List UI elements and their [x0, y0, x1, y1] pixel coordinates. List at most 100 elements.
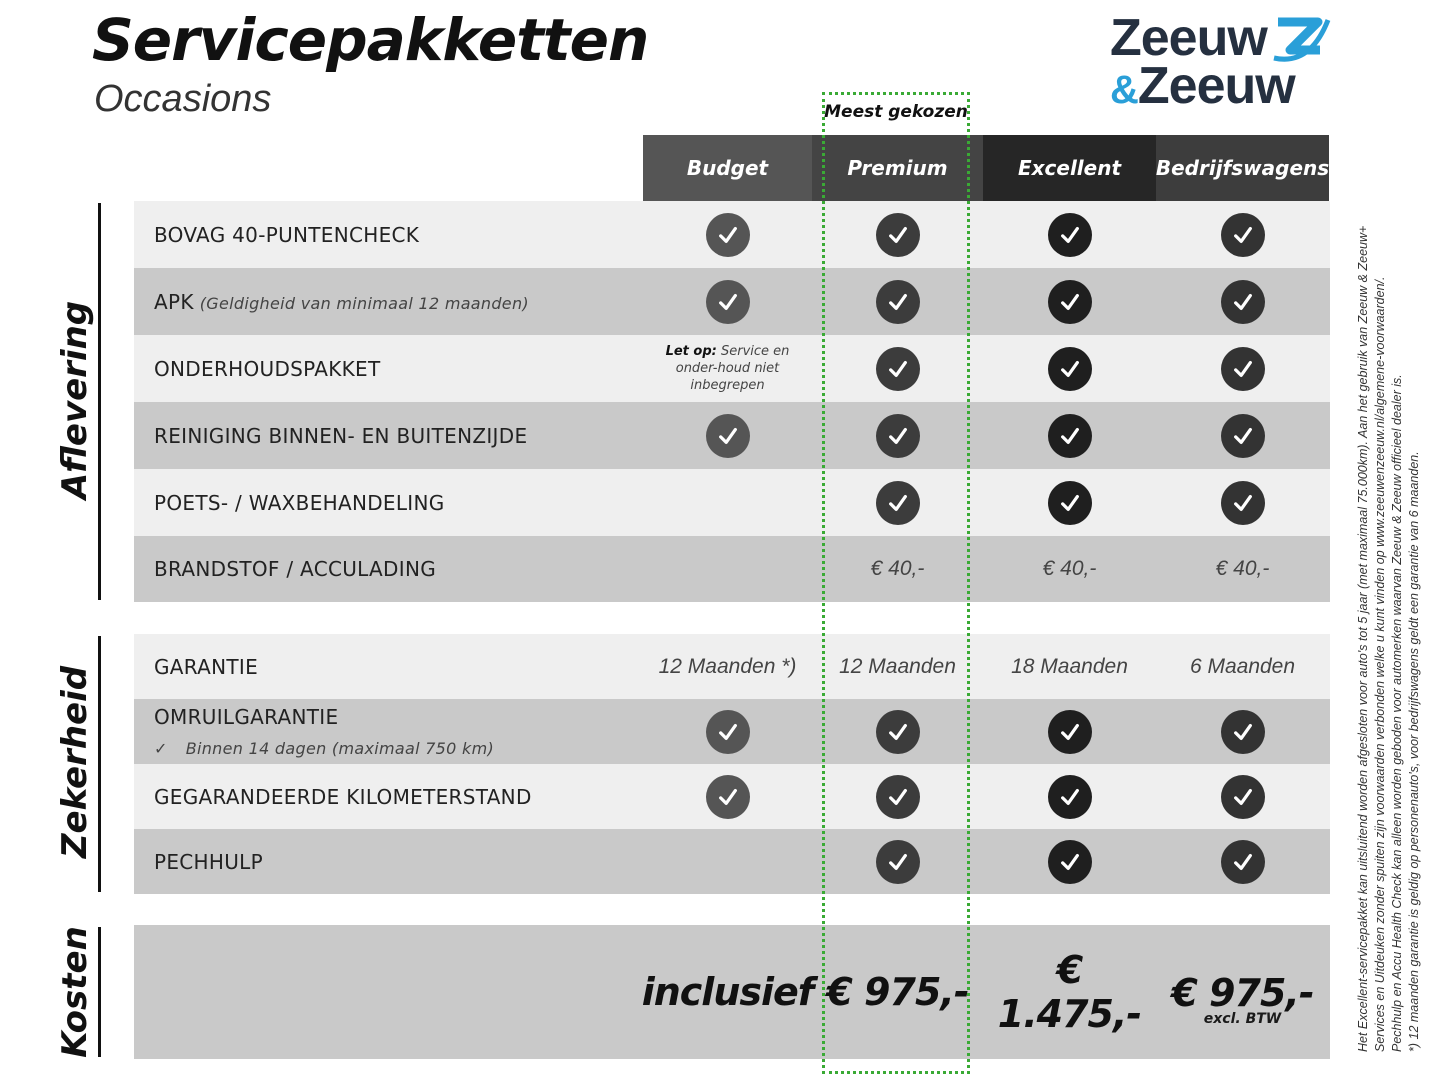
budget-note: Let op: Service en onder-houd niet inbeg… [653, 343, 803, 394]
table-cell [812, 699, 983, 764]
price-note: excl. BTW [1203, 1011, 1282, 1027]
check-circle-icon [705, 774, 750, 819]
table-cell [812, 764, 983, 829]
section-title: Kosten [55, 926, 95, 1058]
row-label-text: BRANDSTOF / ACCULADING [154, 557, 437, 581]
footnote: *) 12 maanden garantie is geldig op pers… [1407, 451, 1421, 1052]
price-value: € 975,- [826, 970, 969, 1014]
check-circle-icon [875, 839, 920, 884]
check-circle-icon [1047, 480, 1092, 525]
table-cell [1156, 402, 1329, 469]
table-cell [983, 335, 1156, 402]
section-divider [98, 203, 101, 600]
table-cell [643, 201, 812, 268]
row-label-note: (Geldigheid van minimaal 12 maanden) [199, 293, 529, 313]
table-cell [812, 201, 983, 268]
page-title: Servicepakketten [92, 6, 649, 74]
cell-value: € 40,- [870, 557, 925, 580]
table-row: GARANTIE 12 Maanden *) 12 Maanden 18 Maande… [134, 634, 1330, 699]
price-cell: inclusief [642, 925, 815, 1059]
price-cell: € 975,- [812, 925, 983, 1059]
table-row: BOVAG 40-PUNTENCHECK [134, 201, 1330, 268]
cell-value: 6 Maanden [1189, 654, 1296, 678]
table-cell: € 40,- [812, 536, 983, 602]
most-chosen-highlight [822, 92, 970, 1074]
footnote: Het Excellent-servicepakket kan uitsluit… [1356, 225, 1370, 1052]
footnote: Pechhulp en Accu Health Check kan alleen… [1390, 374, 1404, 1052]
table-cell [1156, 268, 1329, 335]
table-row: REINIGING BINNEN- EN BUITENZIJDE [134, 402, 1330, 469]
row-label-text: OMRUILGARANTIE [154, 705, 339, 729]
row-sub-note: ✓ Binnen 14 dagen (maximaal 750 km) [154, 739, 494, 758]
column-header-excellent: Excellent [983, 135, 1156, 201]
row-label: BOVAG 40-PUNTENCHECK [154, 223, 419, 247]
section-title: Aflevering [55, 300, 95, 500]
cost-row: inclusief € 975,- € 1.475,- € 975,- excl. BT… [134, 925, 1330, 1059]
table-cell [812, 335, 983, 402]
check-circle-icon [1220, 212, 1265, 257]
check-circle-icon [705, 279, 750, 324]
table-cell [1156, 764, 1329, 829]
table-cell [812, 402, 983, 469]
row-label: POETS- / WAXBEHANDELING [154, 491, 445, 515]
table-cell [983, 201, 1156, 268]
check-circle-icon [1047, 346, 1092, 391]
table-cell [1156, 335, 1329, 402]
row-label: GEGARANDEERDE KILOMETERSTAND [154, 785, 532, 809]
check-circle-icon [1047, 413, 1092, 458]
column-header-premium: Premium [812, 135, 983, 201]
check-circle-icon [1047, 709, 1092, 754]
cell-value: € 40,- [1042, 557, 1097, 580]
table-cell [983, 402, 1156, 469]
table-cell [1156, 829, 1329, 894]
row-label-text: APK [154, 289, 194, 314]
table-cell [1156, 469, 1329, 536]
table-row: GEGARANDEERDE KILOMETERSTAND [134, 764, 1330, 829]
table-row: ONDERHOUDSPAKKET Let op: Service en onder… [134, 335, 1330, 402]
check-circle-icon [1047, 839, 1092, 884]
footnotes: Het Excellent-servicepakket kan uitsluit… [1355, 142, 1423, 1052]
table-cell [983, 469, 1156, 536]
row-label: BRANDSTOF / ACCULADING [154, 557, 436, 581]
row-label-text: GEGARANDEERDE KILOMETERSTAND [154, 784, 532, 809]
logo-line-2: &Zeeuw [1110, 57, 1296, 115]
check-circle-icon [875, 279, 920, 324]
price-cell: € 1.475,- [983, 925, 1156, 1059]
check-circle-icon [875, 709, 920, 754]
most-chosen-label: Meest gekozen [824, 102, 968, 122]
table-cell [983, 699, 1156, 764]
check-circle-icon [1220, 839, 1265, 884]
check-circle-icon [1220, 480, 1265, 525]
table-cell: Let op: Service en onder-houd niet inbeg… [643, 335, 812, 402]
check-circle-icon [875, 774, 920, 819]
table-cell [643, 536, 812, 602]
check-circle-icon [1220, 709, 1265, 754]
logo-z-swoosh-icon [1273, 17, 1331, 62]
row-label: PECHHULP [154, 850, 263, 874]
row-label-text: POETS- / WAXBEHANDELING [154, 490, 445, 515]
table-cell [643, 469, 812, 536]
check-circle-icon [705, 212, 750, 257]
section-divider [98, 636, 101, 892]
table-cell: 12 Maanden [812, 634, 983, 699]
row-label: GARANTIE [154, 655, 258, 679]
row-label: ONDERHOUDSPAKKET [154, 357, 381, 381]
table-cell [643, 764, 812, 829]
table-cell [643, 829, 812, 894]
check-circle-icon [1047, 212, 1092, 257]
check-circle-icon [1220, 413, 1265, 458]
row-label-text: ONDERHOUDSPAKKET [154, 356, 381, 381]
table-cell [643, 402, 812, 469]
row-label-text: GARANTIE [154, 654, 259, 679]
table-cell [983, 829, 1156, 894]
section-title: Zekerheid [55, 665, 95, 859]
table-cell [812, 829, 983, 894]
table-cell [1156, 201, 1329, 268]
table-cell [812, 268, 983, 335]
check-circle-icon [1220, 279, 1265, 324]
zeeuw-logo: Zeeuw &Zeeuw [1110, 10, 1335, 115]
price-value: € 975,- [1171, 971, 1314, 1015]
table-cell: 6 Maanden [1156, 634, 1329, 699]
table-cell [983, 764, 1156, 829]
table-cell [643, 699, 812, 764]
